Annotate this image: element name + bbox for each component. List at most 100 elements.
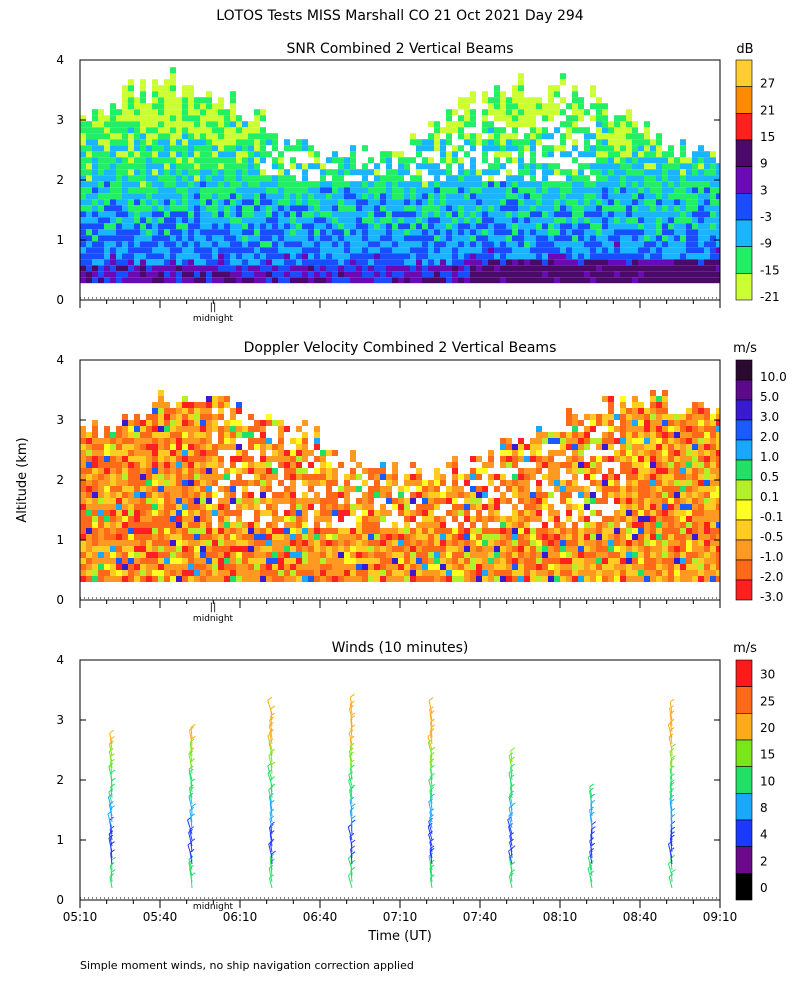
doppler-cell — [428, 558, 434, 564]
doppler-cell — [326, 462, 332, 468]
doppler-cell — [620, 438, 626, 444]
doppler-cell — [122, 468, 128, 474]
snr-cell — [116, 109, 122, 116]
doppler-cell — [356, 516, 362, 522]
snr-cell — [710, 235, 716, 242]
doppler-cell — [284, 462, 290, 468]
doppler-cell — [602, 396, 608, 402]
snr-cell — [314, 235, 320, 242]
snr-cell — [512, 115, 518, 122]
snr-cell — [134, 241, 140, 248]
doppler-cell — [338, 486, 344, 492]
doppler-cell — [428, 486, 434, 492]
doppler-cell — [416, 576, 422, 582]
doppler-cell — [140, 546, 146, 552]
panel1-title: SNR Combined 2 Vertical Beams — [286, 41, 513, 57]
doppler-cell — [278, 456, 284, 462]
snr-cell — [704, 241, 710, 248]
doppler-cell — [146, 510, 152, 516]
doppler-cell — [194, 408, 200, 414]
doppler-cell — [200, 402, 206, 408]
doppler-cell — [98, 462, 104, 468]
snr-cell — [254, 205, 260, 212]
snr-cell — [158, 253, 164, 260]
snr-cell — [380, 271, 386, 278]
doppler-cell — [134, 432, 140, 438]
doppler-cell — [290, 438, 296, 444]
doppler-cell — [476, 570, 482, 576]
doppler-cell — [536, 528, 542, 534]
doppler-cell — [332, 510, 338, 516]
doppler-cell — [650, 462, 656, 468]
doppler-cell — [662, 510, 668, 516]
doppler-cell — [122, 438, 128, 444]
doppler-cell — [272, 576, 278, 582]
doppler-cell — [314, 444, 320, 450]
doppler-cell — [158, 564, 164, 570]
doppler-cell — [248, 462, 254, 468]
doppler-cell — [170, 522, 176, 528]
snr-cell — [128, 187, 134, 194]
doppler-cell — [608, 468, 614, 474]
snr-cell — [602, 145, 608, 152]
snr-cell — [218, 139, 224, 146]
doppler-cell — [86, 456, 92, 462]
snr-cell — [224, 241, 230, 248]
snr-cell — [254, 199, 260, 206]
doppler-cell — [122, 528, 128, 534]
snr-cell — [92, 205, 98, 212]
snr-cell — [686, 223, 692, 230]
doppler-cell — [626, 558, 632, 564]
snr-cell — [452, 175, 458, 182]
doppler-cell — [608, 522, 614, 528]
doppler-cell — [224, 402, 230, 408]
snr-cell — [188, 139, 194, 146]
snr-cell — [152, 157, 158, 164]
doppler-cell — [464, 498, 470, 504]
doppler-cell — [272, 564, 278, 570]
snr-cell — [512, 235, 518, 242]
snr-cell — [668, 187, 674, 194]
doppler-cell — [524, 474, 530, 480]
doppler-cell — [530, 546, 536, 552]
snr-cell — [422, 271, 428, 278]
snr-cell — [218, 229, 224, 236]
doppler-cell — [356, 540, 362, 546]
doppler-cell — [530, 474, 536, 480]
doppler-cell — [206, 510, 212, 516]
snr-cell — [398, 265, 404, 272]
doppler-cell — [302, 540, 308, 546]
doppler-cell — [170, 420, 176, 426]
doppler-cell — [116, 504, 122, 510]
snr-cell — [710, 205, 716, 212]
snr-cell — [536, 205, 542, 212]
doppler-cell — [620, 564, 626, 570]
doppler-cell — [266, 546, 272, 552]
doppler-cell — [278, 432, 284, 438]
snr-cell — [662, 151, 668, 158]
snr-cell — [512, 199, 518, 206]
snr-cell — [248, 121, 254, 128]
snr-cell — [692, 229, 698, 236]
doppler-cell — [392, 564, 398, 570]
snr-cell — [206, 277, 212, 284]
doppler-cell — [542, 438, 548, 444]
snr-cell — [320, 193, 326, 200]
doppler-cell — [146, 498, 152, 504]
doppler-cell — [206, 462, 212, 468]
doppler-cell — [122, 552, 128, 558]
doppler-cell — [110, 534, 116, 540]
doppler-cell — [488, 534, 494, 540]
snr-cell — [86, 247, 92, 254]
doppler-cell — [200, 558, 206, 564]
snr-cell — [506, 199, 512, 206]
snr-cell — [254, 265, 260, 272]
snr-cell — [608, 145, 614, 152]
doppler-cell — [302, 456, 308, 462]
doppler-cell — [224, 468, 230, 474]
snr-cell — [674, 229, 680, 236]
snr-cell — [602, 103, 608, 110]
doppler-cell — [404, 528, 410, 534]
snr-cell — [320, 247, 326, 254]
doppler-cell — [188, 516, 194, 522]
